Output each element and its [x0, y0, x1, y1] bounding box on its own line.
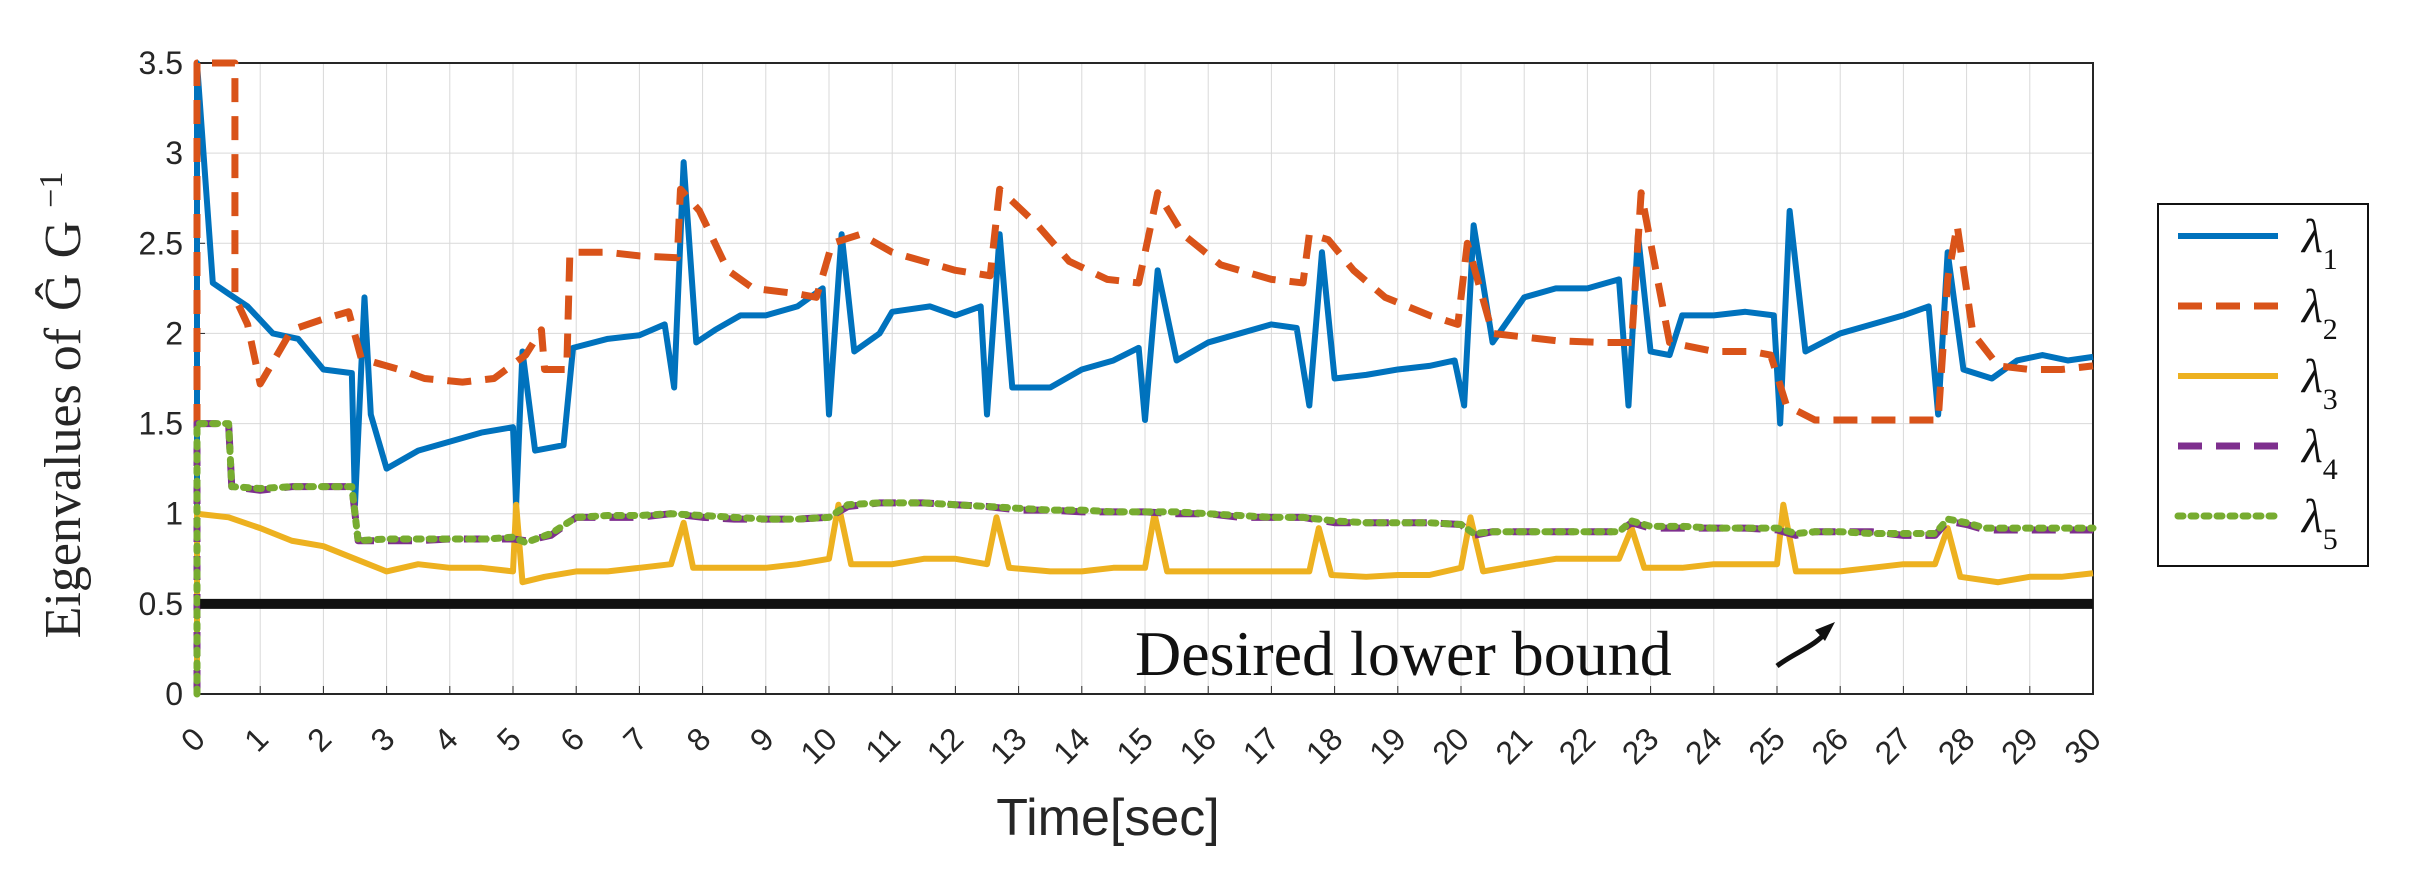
legend-label-subscript: 2 [2323, 313, 2338, 346]
y-tick-label: 3.5 [139, 45, 183, 81]
y-axis-title-prefix: Eigenvalues of [35, 315, 92, 638]
y-tick-label: 3 [165, 135, 183, 171]
legend-label-symbol: λ [2300, 350, 2323, 403]
y-axis-title-base: G [35, 221, 92, 259]
legend-label-symbol: λ [2300, 490, 2323, 543]
series-line-1 [194, 60, 2094, 694]
legend-label-symbol: λ [2300, 280, 2323, 333]
desired-lower-bound-label: Desired lower bound [1135, 618, 1672, 689]
series-layer [193, 59, 2097, 698]
series-line-5 [193, 420, 2097, 698]
legend-label-subscript: 1 [2323, 243, 2338, 276]
series-line-3 [194, 501, 2094, 694]
y-tick-label: 2.5 [139, 225, 183, 261]
legend-box [2157, 203, 2369, 567]
desired-lower-bound-arrowhead [1815, 622, 1835, 641]
y-tick-label: 2 [165, 315, 183, 351]
legend-label-subscript: 3 [2323, 383, 2338, 416]
legend-label-4: λ4 [2300, 420, 2338, 486]
legend-label-subscript: 5 [2323, 523, 2338, 556]
series-line-2 [193, 59, 2094, 694]
legend-label-3: λ3 [2300, 350, 2338, 416]
y-tick-label: 0 [165, 676, 183, 712]
y-tick-label: 1 [165, 496, 183, 532]
legend-label-symbol: λ [2300, 420, 2323, 473]
y-tick-label: 1.5 [139, 406, 183, 442]
legend-label-subscript: 4 [2323, 453, 2338, 486]
y-axis-title-exponent: −1 [33, 172, 70, 208]
y-axis-title: Eigenvalues of Ĝ G −1 [33, 172, 93, 639]
legend-label-symbol: λ [2300, 210, 2323, 263]
y-axis-title-group: Eigenvalues of Ĝ G −1 [33, 172, 93, 639]
legend-label-5: λ5 [2300, 490, 2338, 556]
legend-label-2: λ2 [2300, 280, 2338, 346]
y-axis-title-symbol: Ĝ [34, 273, 92, 311]
legend-label-1: λ1 [2300, 210, 2338, 276]
y-tick-label: 0.5 [139, 586, 183, 622]
x-axis-title: Time[sec] [996, 789, 1219, 847]
